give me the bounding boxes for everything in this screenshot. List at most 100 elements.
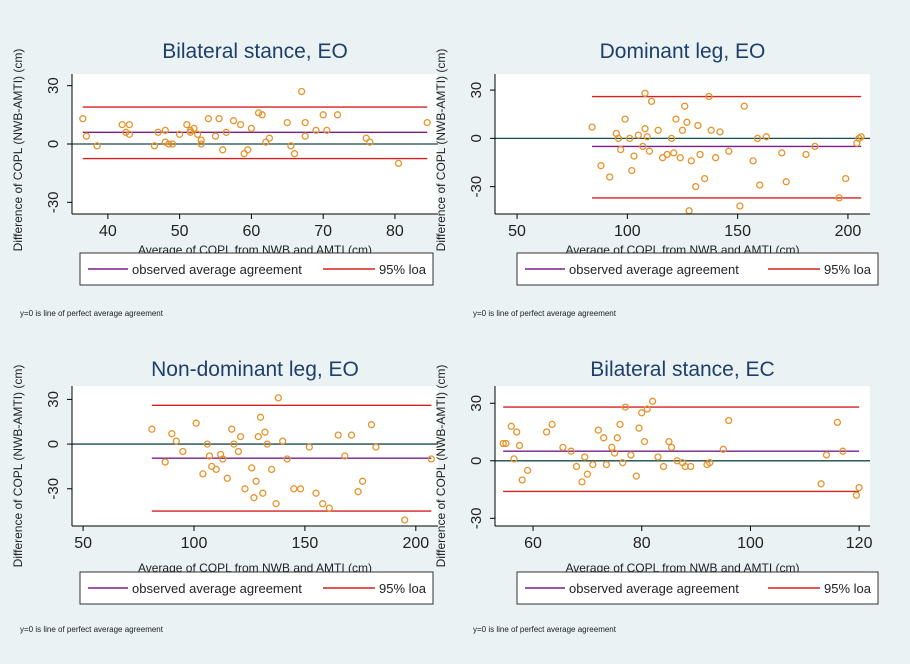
data-point [427,455,435,463]
data-point [736,202,744,210]
plot-area [495,74,870,214]
chart-note: y=0 is line of perfect average agreement [473,625,617,634]
data-point [219,455,227,463]
data-point [627,451,635,459]
x-tick-label: 70 [314,223,332,240]
data-point [228,425,236,433]
data-point [186,126,195,135]
x-tick-label: 100 [614,223,641,240]
x-tick-label: 200 [835,223,862,240]
data-point [665,437,673,446]
y-tick-label: -30 [45,478,62,500]
y-tick-label: -30 [468,176,485,198]
data-point [608,443,616,452]
y-tick-label: 0 [468,457,485,465]
data-point [254,109,263,117]
data-point [161,138,169,146]
data-point [606,173,614,181]
data-point [256,413,265,421]
data-point [499,439,507,448]
data-point [692,182,700,191]
data-point [630,152,638,160]
data-point [211,132,220,140]
data-point [254,432,262,441]
data-point [272,500,280,508]
data-point [753,134,762,143]
data-point [600,434,608,442]
x-tick-label: 120 [846,535,873,552]
data-point [515,441,524,450]
data-point [279,437,287,445]
x-tick-label: 100 [181,535,208,552]
x-tick-label: 60 [243,223,261,240]
data-point [643,133,651,141]
y-axis-label: Difference of COPL (NWB-AMTI) (cm) [434,365,448,568]
data-point [639,142,647,151]
data-point [782,178,790,186]
data-point [287,142,295,150]
chart-note: y=0 is line of perfect average agreement [20,309,164,318]
data-point [423,118,431,127]
y-tick-label: 0 [45,140,62,148]
data-point [802,150,810,159]
data-point [244,146,252,154]
data-point [628,166,636,175]
x-tick-label: 80 [633,535,651,552]
data-point [839,447,847,455]
legend-mean-label: observed average agreement [569,581,739,596]
x-tick-label: 50 [74,535,92,552]
data-point [778,149,786,157]
data-point [762,133,770,141]
data-point [676,154,684,162]
data-point [719,445,727,453]
y-tick-label: 0 [468,134,485,142]
data-point [290,485,298,493]
y-tick-label: 30 [468,82,485,99]
data-point [305,443,313,451]
data-point [283,455,291,463]
data-point [267,465,276,474]
data-point [347,431,356,439]
data-point [641,125,649,133]
data-point [659,462,668,471]
data-point [681,102,689,110]
data-point [645,147,654,155]
y-tick-label: 30 [45,77,62,94]
data-point [632,472,640,480]
data-point [190,124,198,133]
data-point [263,440,271,448]
data-point [358,477,367,485]
data-point [725,416,733,425]
data-point [248,464,256,472]
data-point [616,420,624,429]
data-point [707,126,715,134]
data-point [647,97,656,106]
data-point [150,142,159,150]
data-point [625,134,634,143]
data-point [82,132,91,140]
x-tick-label: 40 [99,223,117,240]
data-point [749,157,757,165]
y-axis-label: Difference of COPL (NWB-AMTI) (cm) [434,49,448,252]
data-point [617,145,625,154]
x-tick-label: 60 [524,535,542,552]
data-point [247,124,256,133]
legend-mean-label: observed average agreement [132,262,302,277]
data-point [597,162,605,170]
data-point [621,115,629,123]
data-point [581,453,589,461]
data-point [179,447,187,456]
data-point [683,118,691,126]
data-point [670,149,678,157]
data-point [175,130,184,138]
data-point [219,146,227,154]
y-tick-label: -30 [45,191,62,213]
data-point [236,432,245,441]
data-point [172,437,180,445]
data-point [323,126,331,135]
data-point [643,405,651,413]
